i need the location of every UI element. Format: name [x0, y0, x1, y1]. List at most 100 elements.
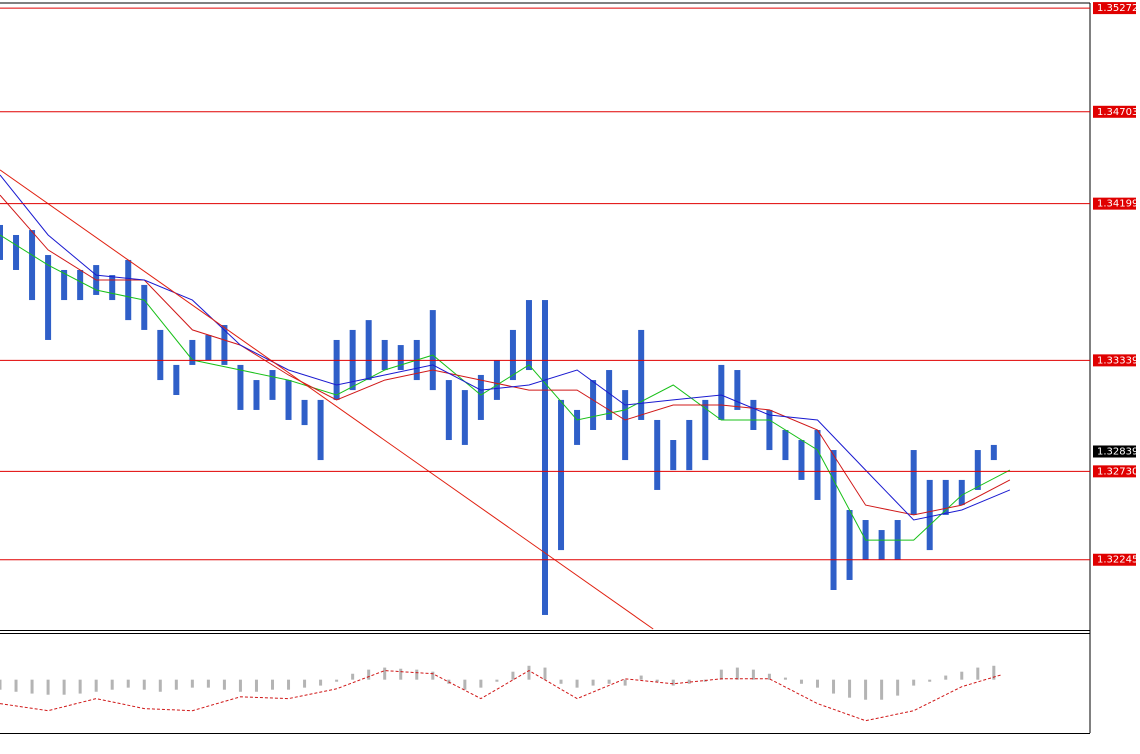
price-bar — [734, 370, 741, 410]
histogram-bar — [126, 679, 130, 688]
histogram-bar — [479, 679, 483, 688]
histogram-bar — [319, 679, 323, 686]
histogram-bar — [992, 665, 996, 680]
price-bar — [77, 269, 84, 301]
moving-average — [0, 174, 1011, 521]
price-bar — [301, 399, 308, 426]
price-bar — [654, 419, 661, 490]
histogram-bar — [287, 679, 291, 690]
price-bar — [766, 409, 773, 451]
price-bar — [397, 345, 404, 371]
histogram-bar — [158, 679, 162, 692]
price-bar — [718, 364, 725, 420]
price-bar — [878, 530, 885, 560]
histogram-bar — [254, 679, 258, 692]
level-label: 1.32730 — [1097, 466, 1138, 477]
price-bar — [45, 255, 52, 340]
price-bar — [798, 440, 805, 480]
histogram-bar — [623, 679, 627, 686]
price-bar — [157, 329, 164, 381]
price-bar — [477, 374, 484, 420]
price-bar — [525, 300, 532, 371]
histogram-bar — [896, 679, 900, 696]
histogram-bar — [415, 669, 419, 680]
histogram-bar — [687, 679, 691, 684]
histogram-bar — [944, 675, 948, 680]
price-bar — [702, 399, 709, 461]
level-label: 1.32245 — [1097, 555, 1138, 566]
axes: 1.35272 1.34703 1.34199 1.33339 1.32730 1.322… — [1093, 2, 1138, 566]
price-bar — [574, 409, 581, 445]
plot — [0, 7, 1090, 722]
histogram-bar — [383, 667, 387, 680]
histogram-bar — [928, 679, 932, 682]
level-label-box — [1093, 197, 1136, 210]
histogram-bar — [671, 679, 675, 686]
histogram-bar — [575, 679, 579, 688]
histogram-bar — [543, 667, 547, 680]
histogram-bar — [110, 679, 114, 690]
trend-line — [0, 169, 654, 630]
price-bar — [542, 300, 548, 615]
histogram-bar — [719, 669, 723, 680]
price-bar — [910, 450, 917, 515]
histogram-bar — [399, 668, 403, 680]
price-bar — [285, 380, 292, 420]
histogram-bar — [735, 667, 739, 680]
price-bar — [253, 380, 260, 410]
price-bar — [782, 429, 789, 461]
price-bar — [0, 224, 3, 260]
histogram-bar — [511, 671, 515, 680]
price-bar — [750, 399, 757, 430]
histogram-bar — [431, 671, 435, 680]
price-bar — [125, 259, 132, 321]
moving-average — [0, 234, 1011, 541]
price-bar — [109, 275, 116, 301]
histogram-bar — [174, 679, 178, 690]
histogram-bar — [527, 665, 531, 680]
histogram-bar — [222, 679, 226, 690]
price-bar — [974, 450, 981, 490]
price-bar — [846, 509, 853, 580]
level-label-box — [1093, 105, 1136, 118]
level-label-box — [1093, 553, 1136, 566]
histogram-bar — [639, 675, 643, 680]
histogram-bar — [495, 679, 499, 682]
level-label-box — [1093, 465, 1136, 478]
price-bar — [590, 380, 597, 430]
price-bar — [317, 399, 324, 461]
histogram-bar — [335, 679, 339, 682]
histogram-bar — [46, 679, 50, 695]
histogram-bar — [190, 679, 194, 688]
histogram-bar — [976, 667, 980, 680]
histogram-bar — [303, 679, 307, 688]
level-label-box — [1093, 354, 1136, 367]
price-bar — [237, 364, 244, 410]
price-bar — [141, 284, 148, 330]
signal-line — [0, 670, 1002, 722]
level-label: 1.33339 — [1097, 355, 1138, 366]
level-label: 1.34199 — [1097, 199, 1138, 210]
histogram-bar — [799, 679, 803, 684]
price-bar — [29, 230, 36, 301]
price-bar — [429, 310, 436, 391]
histogram-bar — [206, 679, 210, 688]
histogram-bar — [864, 679, 868, 700]
histogram-bar — [832, 679, 836, 694]
price-bar — [814, 429, 821, 500]
histogram-bar — [351, 673, 355, 680]
histogram-bar — [607, 679, 611, 684]
price-bar — [942, 479, 949, 515]
current-price-label: 1.32839 — [1097, 446, 1138, 457]
current-price-box — [1093, 445, 1136, 458]
price-bar — [221, 325, 228, 365]
price-bar — [13, 234, 20, 270]
price-bar — [926, 479, 933, 551]
price-bar — [365, 320, 372, 381]
moving-average — [0, 194, 1011, 516]
histogram-bar — [142, 679, 146, 690]
histogram-bar — [848, 679, 852, 698]
histogram-bar — [271, 679, 274, 690]
price-bar — [173, 364, 180, 395]
